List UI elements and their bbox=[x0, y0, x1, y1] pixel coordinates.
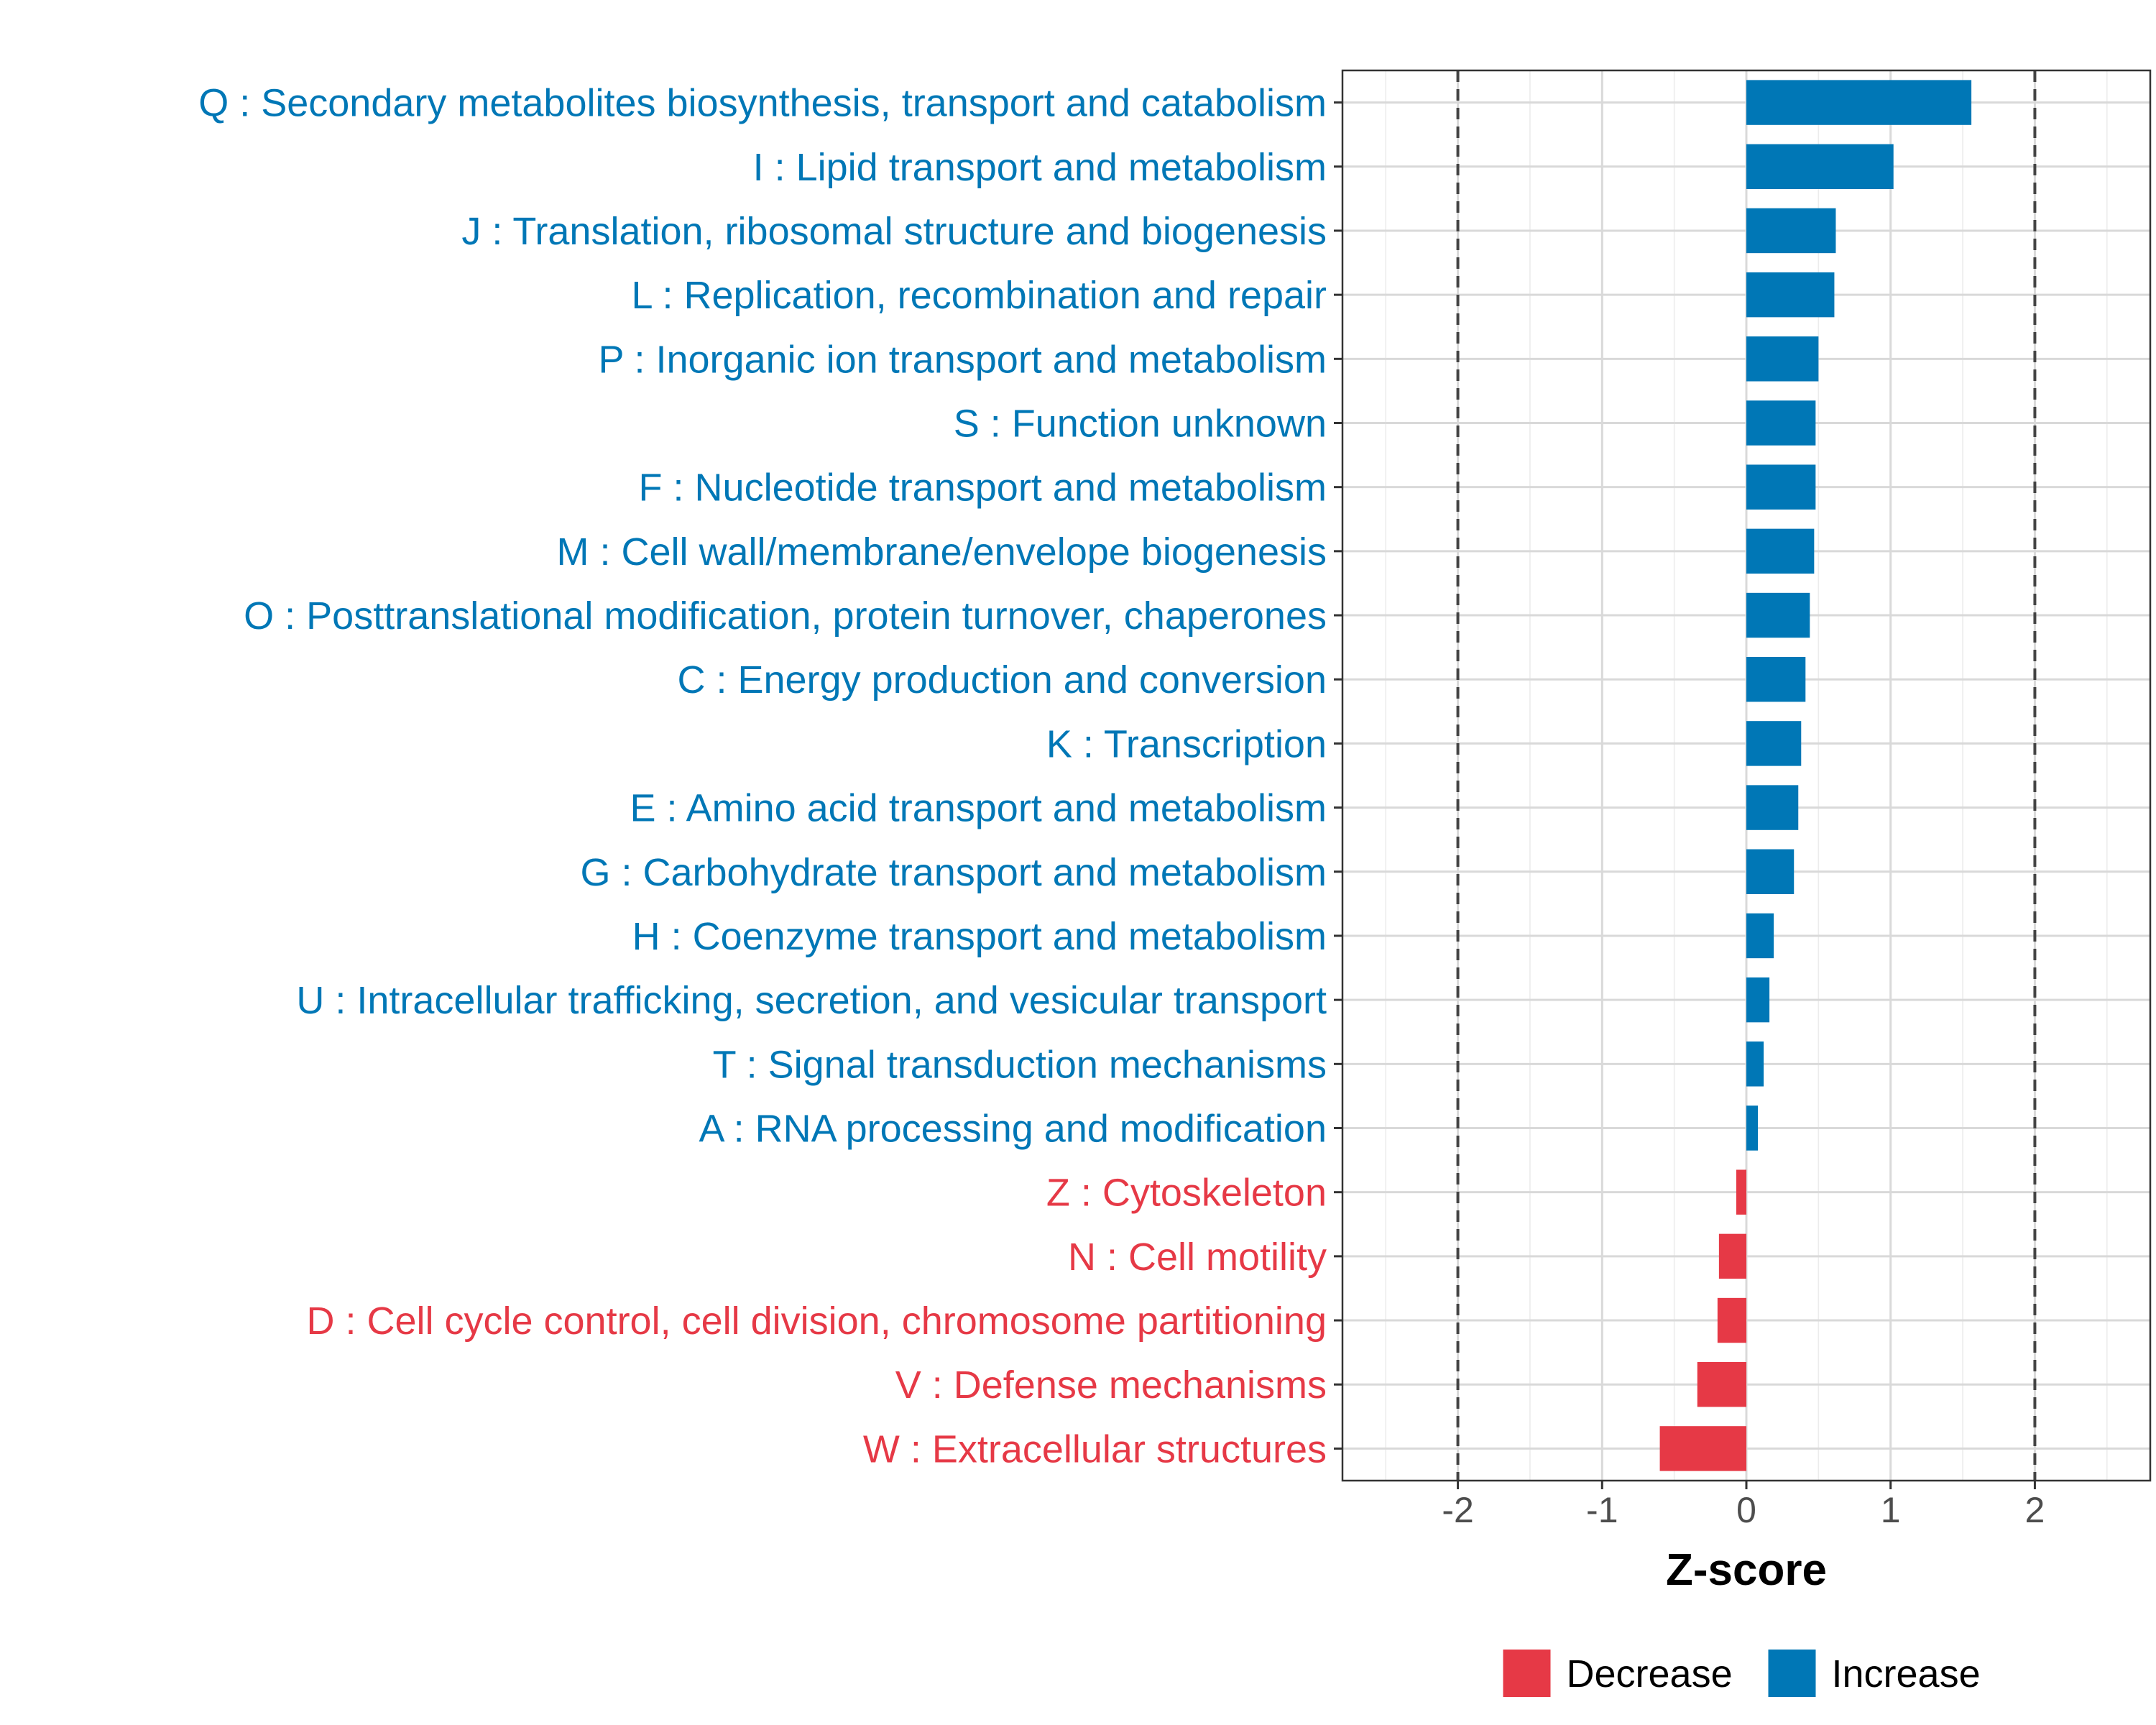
y-tick-label: V : Defense mechanisms bbox=[895, 1363, 1327, 1407]
x-axis-title: Z-score bbox=[1666, 1545, 1827, 1595]
y-tick-label: Z : Cytoskeleton bbox=[1046, 1172, 1327, 1215]
y-tick-label: H : Coenzyme transport and metabolism bbox=[632, 915, 1327, 958]
bar bbox=[1746, 849, 1795, 894]
bar bbox=[1746, 400, 1816, 446]
bar bbox=[1746, 1041, 1764, 1087]
y-tick-label: U : Intracellular trafficking, secretion… bbox=[296, 979, 1327, 1022]
reference-lines bbox=[1456, 70, 2037, 1481]
bar bbox=[1746, 721, 1802, 766]
bar bbox=[1746, 528, 1815, 574]
bar bbox=[1746, 464, 1816, 510]
y-tick-label: A : RNA processing and modification bbox=[699, 1108, 1327, 1151]
bar bbox=[1736, 1169, 1746, 1215]
x-tick-label: -1 bbox=[1586, 1490, 1618, 1530]
y-axis-labels: Q : Secondary metabolites biosynthesis, … bbox=[198, 82, 1327, 1471]
bar bbox=[1746, 785, 1799, 830]
y-tick-label: P : Inorganic ion transport and metaboli… bbox=[598, 338, 1327, 381]
bar bbox=[1746, 1105, 1759, 1151]
y-tick-label: K : Transcription bbox=[1046, 722, 1327, 765]
y-axis-ticks bbox=[1334, 101, 1342, 1450]
bar bbox=[1718, 1233, 1746, 1279]
y-tick-label: C : Energy production and conversion bbox=[677, 658, 1327, 702]
y-tick-label: N : Cell motility bbox=[1068, 1236, 1327, 1279]
x-tick-label: -2 bbox=[1442, 1490, 1473, 1530]
bar bbox=[1746, 336, 1819, 382]
bar bbox=[1717, 1297, 1746, 1343]
y-tick-label: F : Nucleotide transport and metabolism bbox=[639, 466, 1327, 510]
y-tick-label: D : Cell cycle control, cell division, c… bbox=[306, 1300, 1327, 1343]
y-tick-label: L : Replication, recombination and repai… bbox=[631, 274, 1327, 317]
x-tick-label: 1 bbox=[1881, 1490, 1901, 1530]
vertical-gridlines bbox=[1385, 70, 2108, 1481]
legend-label: Increase bbox=[1832, 1652, 1981, 1696]
y-tick-label: T : Signal transduction mechanisms bbox=[713, 1043, 1327, 1086]
bar bbox=[1746, 208, 1836, 254]
bar bbox=[1659, 1426, 1746, 1471]
bar bbox=[1746, 657, 1806, 702]
bar bbox=[1746, 977, 1770, 1023]
y-tick-label: I : Lipid transport and metabolism bbox=[753, 146, 1327, 189]
y-tick-label: M : Cell wall/membrane/envelope biogenes… bbox=[556, 530, 1327, 574]
y-tick-label: Q : Secondary metabolites biosynthesis, … bbox=[198, 82, 1327, 125]
y-tick-label: O : Posttranslational modification, prot… bbox=[244, 594, 1327, 638]
legend-swatch bbox=[1503, 1650, 1551, 1697]
legend: Decrease Increase bbox=[1503, 1650, 1981, 1697]
y-tick-label: G : Carbohydrate transport and metabolis… bbox=[581, 851, 1327, 894]
bar bbox=[1746, 144, 1894, 189]
x-tick-label: 0 bbox=[1736, 1490, 1756, 1530]
legend-swatch bbox=[1768, 1650, 1816, 1697]
legend-label: Decrease bbox=[1567, 1652, 1733, 1696]
x-axis-ticks bbox=[1457, 1481, 2036, 1489]
y-tick-label: E : Amino acid transport and metabolism bbox=[630, 787, 1327, 830]
bar bbox=[1697, 1362, 1746, 1407]
bars bbox=[1659, 80, 1972, 1471]
y-tick-label: W : Extracellular structures bbox=[863, 1427, 1327, 1471]
x-axis-labels: -2 -1 0 1 2 bbox=[1442, 1490, 2045, 1530]
y-tick-label: S : Function unknown bbox=[954, 402, 1327, 446]
bar bbox=[1746, 80, 1972, 125]
bar bbox=[1746, 913, 1774, 959]
bar bbox=[1746, 272, 1835, 318]
y-tick-label: J : Translation, ribosomal structure and… bbox=[461, 210, 1327, 253]
x-tick-label: 2 bbox=[2025, 1490, 2045, 1530]
bar bbox=[1746, 592, 1810, 638]
